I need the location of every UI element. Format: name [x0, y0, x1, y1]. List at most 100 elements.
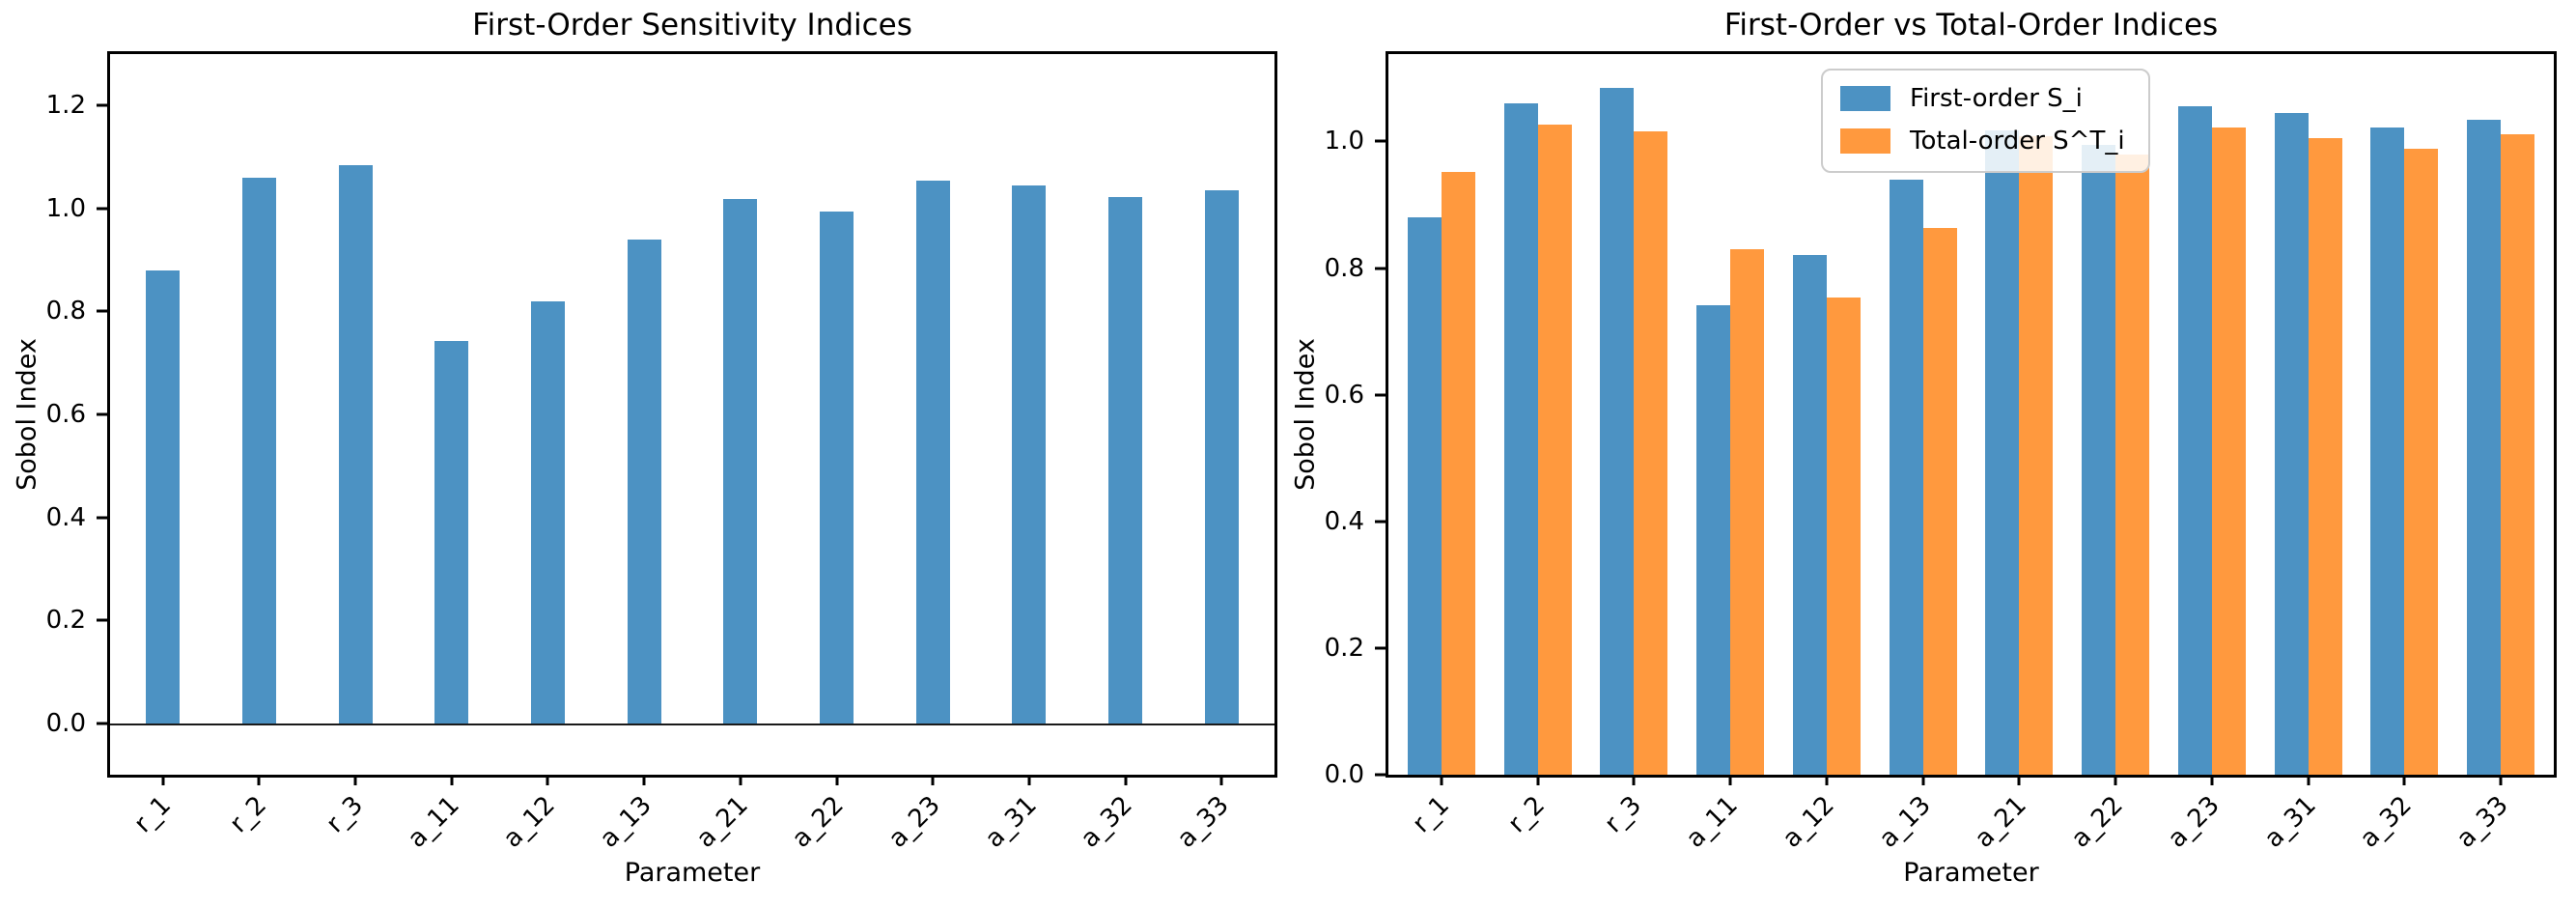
bar-value-a_31: [1012, 184, 1047, 724]
y-tick-label-1.2: 1.2: [45, 91, 86, 121]
x-tick-label-a_11: a_11: [1680, 790, 1744, 854]
x-tick-mark-a_13: [642, 775, 646, 785]
y-tick-label-0.2: 0.2: [45, 606, 86, 636]
y-tick-mark-0.0: [1375, 773, 1386, 777]
bar-first-order-s-i-a_32: [2370, 128, 2405, 775]
y-tick-label-0.8: 0.8: [45, 297, 86, 326]
legend-label-first-order: First-order S_i: [1910, 84, 2083, 113]
y-tick-label-0.8: 0.8: [1324, 253, 1364, 283]
y-tick-mark-0.0: [97, 722, 107, 725]
x-tick-label-a_22: a_22: [787, 790, 851, 854]
y-tick-mark-0.2: [97, 618, 107, 622]
bar-value-a_33: [1204, 190, 1239, 724]
bar-first-order-s-i-a_31: [2274, 112, 2309, 775]
bar-value-r_1: [146, 270, 181, 724]
bar-value-a_13: [627, 239, 661, 724]
right-chart-axes: First-Order vs Total-Order Indices Sobol…: [1291, 9, 2557, 888]
x-tick-mark-a_33: [1219, 775, 1223, 785]
x-tick-mark-a_11: [450, 775, 454, 785]
left-chart-title: First-Order Sensitivity Indices: [472, 8, 912, 43]
x-tick-label-a_23: a_23: [882, 790, 946, 854]
bar-total-order-s-t-i-r_3: [1634, 130, 1668, 775]
x-tick-mark-a_23: [2210, 775, 2214, 785]
legend-label-total-order: Total-order S^T_i: [1910, 127, 2125, 156]
y-tick-label-0.4: 0.4: [45, 502, 86, 532]
x-tick-label-a_33: a_33: [1171, 790, 1235, 854]
bar-value-r_3: [338, 165, 373, 724]
x-tick-mark-a_13: [1921, 775, 1925, 785]
x-tick-label-r_1: r_1: [127, 790, 177, 839]
bar-total-order-s-t-i-a_13: [1922, 228, 1957, 775]
y-tick-mark-0.4: [1375, 520, 1386, 524]
bar-total-order-s-t-i-a_33: [2501, 133, 2535, 775]
x-tick-mark-a_31: [2307, 775, 2310, 785]
bar-first-order-s-i-a_11: [1696, 304, 1731, 775]
y-tick-label-0.6: 0.6: [1324, 380, 1364, 410]
left-chart-axes: First-Order Sensitivity Indices Sobol In…: [13, 9, 1277, 888]
bar-total-order-s-t-i-a_12: [1826, 297, 1861, 775]
first-order-swatch: [1840, 86, 1890, 111]
y-tick-label-0.4: 0.4: [1324, 506, 1364, 536]
x-tick-label-a_12: a_12: [1777, 790, 1840, 854]
x-tick-label-a_32: a_32: [1076, 790, 1139, 854]
bar-value-a_11: [434, 341, 469, 724]
y-tick-mark-0.8: [1375, 267, 1386, 270]
x-tick-label-a_23: a_23: [2162, 790, 2226, 854]
bar-value-a_12: [531, 300, 565, 724]
x-tick-mark-r_1: [1440, 775, 1443, 785]
x-tick-label-a_22: a_22: [2065, 790, 2129, 854]
bar-total-order-s-t-i-r_1: [1441, 171, 1475, 775]
bar-first-order-s-i-r_2: [1503, 103, 1538, 775]
y-tick-mark-0.2: [1375, 646, 1386, 650]
x-tick-mark-a_12: [1825, 775, 1829, 785]
x-tick-label-a_12: a_12: [498, 790, 562, 854]
x-tick-mark-a_32: [2402, 775, 2406, 785]
bar-first-order-s-i-r_3: [1600, 88, 1635, 775]
right-chart-x-axis-label: Parameter: [1903, 858, 2039, 888]
legend-entry-first-order: First-order S_i: [1840, 84, 2125, 113]
y-tick-label-0.0: 0.0: [45, 708, 86, 738]
x-tick-mark-a_22: [2114, 775, 2117, 785]
bar-value-a_22: [820, 211, 854, 724]
bar-first-order-s-i-a_12: [1792, 255, 1827, 775]
bar-first-order-s-i-a_13: [1889, 179, 1923, 775]
bar-total-order-s-t-i-a_11: [1730, 248, 1765, 775]
x-tick-mark-a_23: [931, 775, 935, 785]
y-tick-mark-1.0: [97, 207, 107, 211]
x-tick-mark-r_3: [353, 775, 357, 785]
x-tick-mark-a_31: [1027, 775, 1031, 785]
right-chart-y-axis-label: Sobol Index: [1290, 338, 1321, 491]
y-tick-label-0.2: 0.2: [1324, 633, 1364, 663]
y-tick-label-0.6: 0.6: [45, 400, 86, 429]
legend: First-order S_i Total-order S^T_i: [1821, 69, 2150, 173]
x-tick-mark-a_33: [2499, 775, 2503, 785]
bar-first-order-s-i-r_1: [1407, 217, 1442, 775]
y-tick-mark-1.0: [1375, 139, 1386, 143]
x-tick-label-a_11: a_11: [402, 790, 465, 854]
y-tick-mark-1.2: [97, 103, 107, 107]
x-tick-mark-a_22: [835, 775, 838, 785]
total-order-swatch: [1840, 128, 1890, 154]
x-tick-label-r_1: r_1: [1406, 790, 1455, 839]
right-chart-title: First-Order vs Total-Order Indices: [1723, 8, 2219, 43]
bar-value-a_21: [723, 199, 758, 724]
bar-first-order-s-i-a_22: [2082, 144, 2116, 775]
x-tick-label-a_13: a_13: [1873, 790, 1937, 854]
y-tick-mark-0.8: [97, 309, 107, 313]
zero-reference-line: [110, 723, 1274, 725]
x-tick-mark-a_11: [1728, 775, 1732, 785]
bar-total-order-s-t-i-a_23: [2211, 128, 2246, 775]
bar-value-r_2: [242, 177, 276, 724]
bar-value-a_32: [1108, 197, 1142, 724]
left-chart-plot-area: 0.0 0.2 0.4 0.6 0.8 1.0 1.2 r_1 r_2 r_3 a_11 a_12 a_…: [46, 54, 1274, 854]
x-tick-label-r_3: r_3: [1599, 790, 1648, 839]
legend-entry-total-order: Total-order S^T_i: [1840, 127, 2125, 156]
x-tick-label-a_31: a_31: [979, 790, 1043, 854]
x-tick-mark-a_21: [739, 775, 742, 785]
x-tick-mark-a_12: [546, 775, 549, 785]
x-tick-label-a_21: a_21: [690, 790, 754, 854]
bar-first-order-s-i-a_33: [2467, 119, 2502, 775]
x-tick-mark-r_3: [1632, 775, 1636, 785]
right-chart-plot-area: 0.0 0.2 0.4 0.6 0.8 1.0 r_1 r_2 r_3 a_11 a_12 a_13 a…: [1325, 54, 2554, 854]
